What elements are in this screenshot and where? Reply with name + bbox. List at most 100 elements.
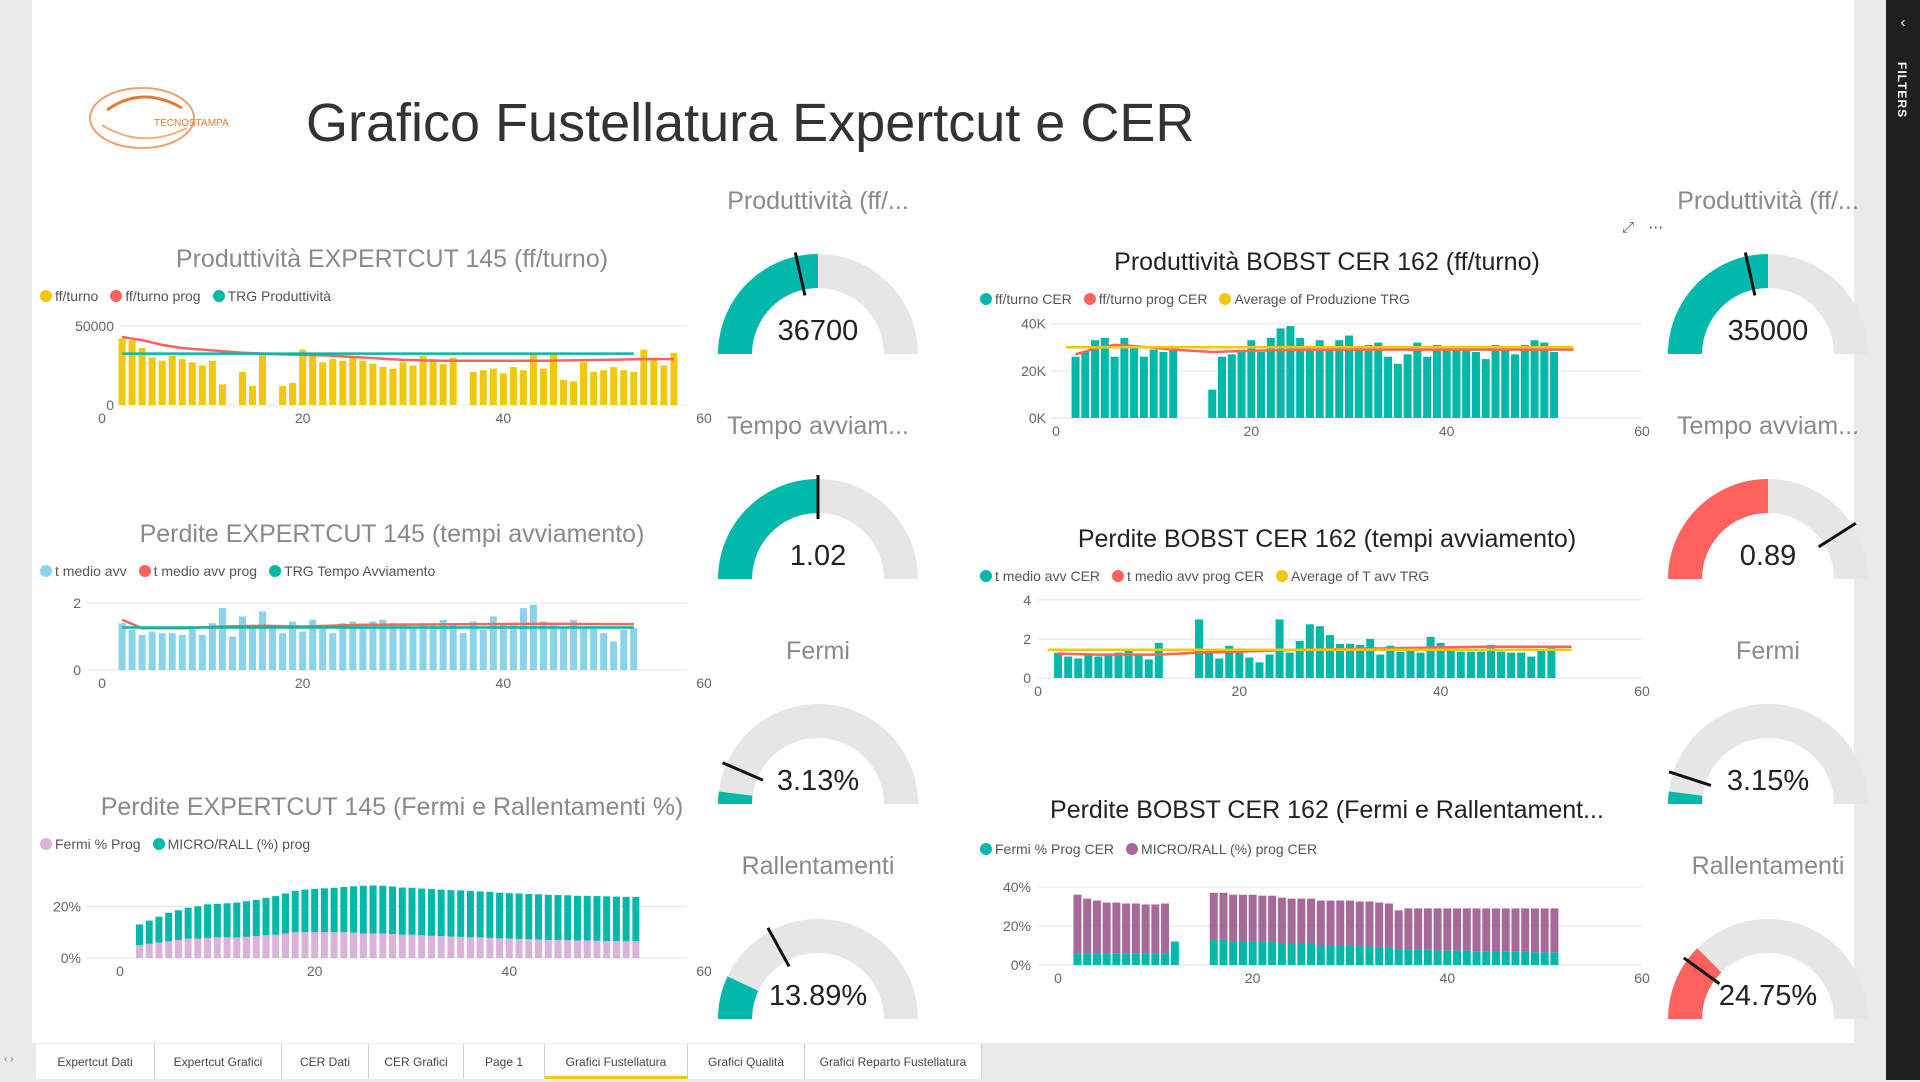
bar[interactable]	[1094, 656, 1103, 678]
bar[interactable]	[279, 386, 287, 405]
bar-segment[interactable]	[603, 896, 611, 941]
bar[interactable]	[620, 629, 628, 670]
bar-segment[interactable]	[1092, 900, 1101, 954]
bar-segment[interactable]	[1307, 898, 1316, 944]
bar-segment[interactable]	[1102, 953, 1111, 965]
bar[interactable]	[1091, 340, 1100, 418]
bar[interactable]	[1237, 349, 1246, 418]
bar-segment[interactable]	[603, 940, 611, 958]
bar[interactable]	[1315, 626, 1324, 678]
bar-segment[interactable]	[515, 938, 523, 958]
bar-segment[interactable]	[622, 941, 630, 958]
legend-item[interactable]: MICRO/RALL (%) prog	[152, 836, 310, 852]
bar-segment[interactable]	[1316, 900, 1325, 946]
bar[interactable]	[218, 608, 226, 670]
bar-segment[interactable]	[544, 894, 552, 940]
bar[interactable]	[1462, 347, 1471, 418]
bar-segment[interactable]	[1307, 943, 1316, 965]
bar-segment[interactable]	[1229, 941, 1238, 965]
bar-segment[interactable]	[291, 890, 299, 933]
bar-segment[interactable]	[1453, 908, 1462, 951]
bar[interactable]	[339, 623, 347, 670]
bar-segment[interactable]	[1092, 953, 1101, 965]
bar[interactable]	[148, 631, 156, 671]
bar[interactable]	[499, 624, 507, 670]
bar-segment[interactable]	[525, 939, 533, 958]
bar-segment[interactable]	[262, 935, 270, 958]
bar[interactable]	[1074, 658, 1083, 678]
bar[interactable]	[1384, 356, 1393, 418]
bar-segment[interactable]	[1287, 898, 1296, 944]
bar-segment[interactable]	[174, 939, 182, 958]
bar-segment[interactable]	[418, 935, 426, 958]
bar-segment[interactable]	[427, 889, 435, 936]
bar-segment[interactable]	[262, 897, 270, 936]
chart-expertcut-setup-losses[interactable]: Perdite EXPERTCUT 145 (tempi avviamento)…	[32, 515, 712, 765]
bar[interactable]	[1376, 654, 1385, 678]
bar[interactable]	[1354, 349, 1363, 418]
bar[interactable]	[1426, 637, 1435, 678]
bar[interactable]	[1225, 645, 1234, 678]
bar-segment[interactable]	[145, 920, 153, 944]
bar-segment[interactable]	[447, 890, 455, 937]
bar-segment[interactable]	[1248, 894, 1257, 942]
bar[interactable]	[1286, 326, 1295, 418]
bar[interactable]	[158, 633, 166, 670]
bar-segment[interactable]	[330, 887, 338, 933]
bar[interactable]	[1054, 652, 1063, 678]
bar-segment[interactable]	[1112, 953, 1121, 965]
bar[interactable]	[1325, 349, 1334, 418]
bar[interactable]	[610, 641, 618, 670]
bar-segment[interactable]	[1433, 950, 1442, 965]
bar-segment[interactable]	[1161, 903, 1170, 954]
bar[interactable]	[1476, 651, 1485, 678]
bar[interactable]	[1416, 652, 1425, 678]
bar-segment[interactable]	[1423, 949, 1432, 965]
bar[interactable]	[399, 362, 407, 405]
bar-segment[interactable]	[457, 936, 465, 958]
bar[interactable]	[1466, 651, 1475, 678]
bar-segment[interactable]	[505, 893, 513, 939]
bar[interactable]	[509, 367, 517, 405]
series-line[interactable]	[1075, 343, 1574, 356]
bar[interactable]	[289, 621, 297, 670]
bar[interactable]	[439, 363, 447, 405]
bar-segment[interactable]	[165, 941, 173, 958]
bar[interactable]	[1491, 344, 1500, 418]
chart-expertcut-stops-losses[interactable]: Perdite EXPERTCUT 145 (Fermi e Rallentam…	[32, 788, 712, 1038]
bar[interactable]	[1130, 347, 1139, 418]
bar[interactable]	[1325, 635, 1334, 678]
bar[interactable]	[560, 626, 568, 670]
bar[interactable]	[238, 616, 246, 670]
bar[interactable]	[1215, 658, 1224, 678]
bar-segment[interactable]	[281, 893, 289, 934]
bar-segment[interactable]	[1394, 949, 1403, 965]
bar[interactable]	[1537, 648, 1546, 678]
bar[interactable]	[600, 370, 608, 405]
bar[interactable]	[1497, 651, 1506, 678]
bar[interactable]	[148, 357, 156, 405]
bar[interactable]	[429, 623, 437, 670]
bar-segment[interactable]	[1102, 902, 1111, 954]
bar[interactable]	[118, 623, 126, 670]
bar-segment[interactable]	[466, 937, 474, 958]
bar[interactable]	[509, 623, 517, 670]
legend-item[interactable]: Average of Produzione TRG	[1219, 291, 1410, 307]
bar-segment[interactable]	[476, 891, 484, 938]
bar[interactable]	[590, 628, 598, 670]
bar[interactable]	[499, 373, 507, 405]
bar-segment[interactable]	[1161, 953, 1170, 965]
bar-segment[interactable]	[1453, 950, 1462, 965]
bar-segment[interactable]	[612, 896, 620, 941]
bar-segment[interactable]	[233, 902, 241, 938]
bar-segment[interactable]	[243, 936, 251, 958]
bar-segment[interactable]	[1384, 947, 1393, 965]
bar-segment[interactable]	[1238, 894, 1247, 942]
bar[interactable]	[1403, 354, 1412, 418]
bar-segment[interactable]	[252, 899, 260, 937]
bar-segment[interactable]	[1472, 951, 1481, 965]
bar[interactable]	[1364, 344, 1373, 418]
bar[interactable]	[1285, 652, 1294, 678]
bar-segment[interactable]	[486, 937, 494, 958]
